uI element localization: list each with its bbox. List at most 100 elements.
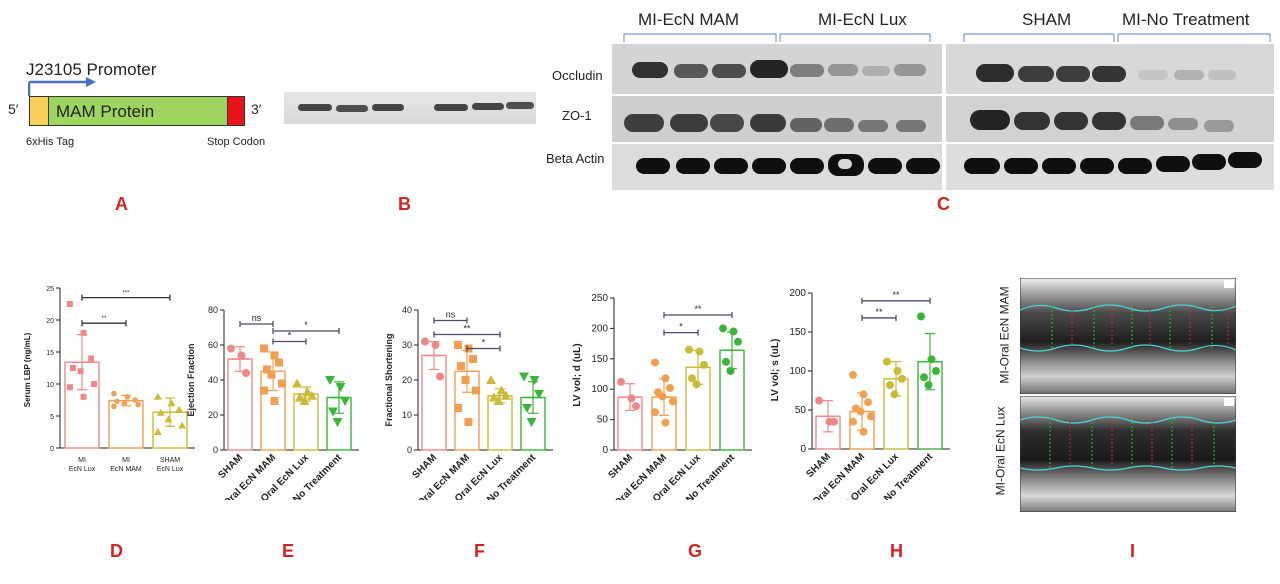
y-tick-label: 50 [795,405,807,416]
data-point [651,358,659,367]
data-point [80,329,87,336]
data-point [529,376,540,385]
y-tick-label: 0 [213,445,218,455]
panel-a: J23105 Promoter 5′ MAM Protein 3′ 6xHis … [0,0,290,220]
data-point [617,377,625,386]
three-prime-label: 3′ [251,101,262,117]
data-point [496,385,507,395]
data-point [501,390,511,400]
data-point [135,401,142,408]
data-point [153,428,162,435]
x-tick-label: SHAM [217,452,246,481]
y-tick-label: 10 [46,382,54,389]
panel-letter-f: F [474,541,485,561]
data-point [632,402,640,411]
y-axis-label: Ejection Fraction [186,343,196,416]
data-point [864,398,872,407]
data-point [685,345,693,354]
significance-label: * [482,338,486,348]
data-point [260,386,268,395]
y-tick-label: 50 [597,415,609,426]
data-point [489,392,499,402]
data-point [661,418,670,427]
data-point [859,427,868,436]
data-point [464,418,473,426]
data-point [469,355,477,363]
y-tick-label: 60 [208,340,218,350]
echo-image-mam [1020,278,1236,394]
data-point [849,370,857,379]
data-point [110,403,117,409]
data-point [227,344,235,353]
data-point [167,399,176,407]
group-brackets [623,33,1271,42]
data-point [893,367,902,375]
data-point [859,390,868,399]
significance-label: * [304,320,308,330]
y-tick-label: 250 [591,293,608,304]
data-point [340,397,350,406]
y-tick-label: 80 [208,305,218,315]
data-point [421,337,429,346]
data-point [924,381,933,390]
data-point [278,379,286,388]
data-point [299,396,310,405]
panel-letter-i: I [1130,541,1136,561]
group-label-mi-ecn-mam: MI-EcN MAM [638,10,740,29]
stop-codon-block [227,96,245,126]
panel-letter-d: D [110,541,123,561]
y-tick-label: 20 [402,375,412,385]
data-point [688,374,696,383]
data-point [77,368,84,375]
mam-protein-block [48,96,228,126]
data-point [263,365,271,374]
y-axis-label: LV vol; d (uL) [572,343,583,406]
data-point [454,404,462,412]
y-tick-label: 0 [407,445,412,455]
data-point [335,383,346,392]
data-point [815,396,823,405]
x-tick-label: EcN Lux [157,466,184,473]
data-point [164,415,173,423]
data-point [658,392,667,401]
y-tick-label: 100 [591,384,608,395]
data-point [302,387,313,397]
data-point [237,351,246,360]
data-point [325,376,335,385]
group-label-mi-no-treatment: MI-No Treatment [1122,10,1250,29]
his-tag-label: 6xHis Tag [26,136,75,148]
data-point [270,397,279,405]
y-axis-label: Fractional Shortening [384,333,394,426]
data-point [867,412,875,421]
row-label-beta-actin: Beta Actin [546,151,605,166]
x-tick-label: SHAM [160,457,180,464]
y-tick-label: 200 [789,288,806,299]
his-tag-block [29,96,49,126]
data-point [292,378,302,388]
group-label-sham: SHAM [1022,10,1072,29]
data-point [91,381,98,387]
data-point [856,407,865,416]
data-point [121,400,128,406]
y-tick-label: 5 [50,414,54,421]
y-tick-label: 30 [402,340,412,350]
data-point [729,327,738,336]
y-tick-label: 40 [402,305,412,315]
panel-letter-e: E [282,541,295,561]
stop-codon-label: Stop Codon [207,136,266,148]
data-point [132,397,139,403]
y-tick-label: 150 [789,327,806,338]
data-point [719,324,727,333]
y-tick-label: 150 [591,354,608,365]
data-point [454,341,462,349]
data-point [493,396,504,405]
data-point [526,418,537,427]
mam-protein-label: MAM Protein [56,102,155,121]
data-point [927,355,936,364]
data-point [890,390,899,399]
data-point [920,373,928,382]
panel-letter-h: H [890,541,903,561]
